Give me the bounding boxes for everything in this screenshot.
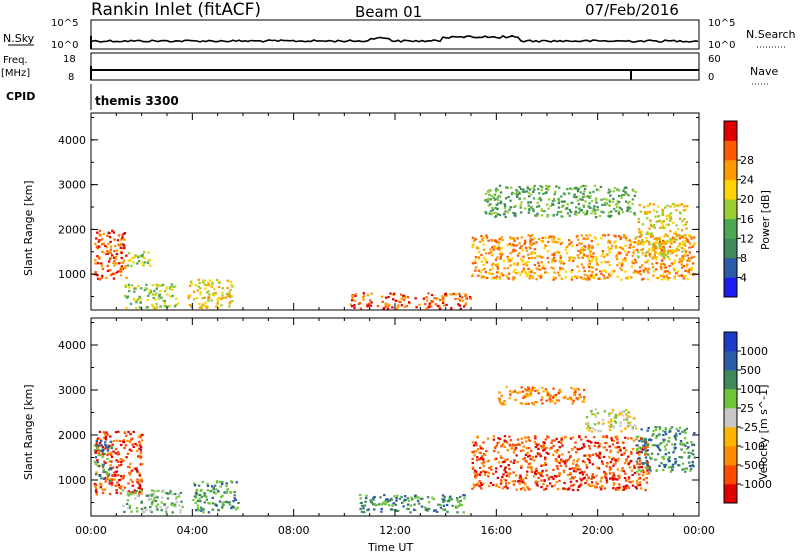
cpid-program: themis 3300 — [95, 94, 179, 108]
power-colorbar-segment — [724, 121, 737, 141]
velocity-ytick-label: 4000 — [58, 339, 86, 352]
xtick-label: 12:00 — [379, 524, 411, 537]
velocity-colorbar-tick: -500 — [740, 459, 765, 472]
velocity-ylabel: Slant Range [km] — [22, 384, 35, 480]
velocity-colorbar-segment — [724, 389, 737, 409]
velocity-ytick-label: 2000 — [58, 429, 86, 442]
power-echo-region — [484, 184, 637, 219]
nave-tick-top: 60 — [708, 54, 721, 65]
power-colorbar-tick: 12 — [740, 232, 754, 245]
power-colorbar-tick: 28 — [740, 154, 754, 167]
nsky-label: N.Sky — [3, 32, 35, 45]
velocity-colorbar-tick: -100 — [740, 440, 765, 453]
power-echo-region — [126, 251, 152, 268]
cpid-label: CPID — [6, 90, 35, 103]
power-colorbar-segment — [724, 179, 737, 200]
velocity-colorbar-segment — [724, 351, 737, 371]
power-colorbar-segment — [724, 218, 737, 239]
power-colorbar-tick: 24 — [740, 174, 754, 187]
nsearch-tick-top: 10^5 — [708, 18, 735, 29]
nsky-tick-bottom: 10^0 — [51, 40, 78, 51]
power-echo-region — [471, 233, 696, 281]
cpid-panel: CPID themis 3300 — [6, 84, 179, 110]
power-colorbar-segment — [724, 199, 737, 220]
xtick-label: 20:00 — [582, 524, 614, 537]
power-colorbar-segment — [724, 160, 737, 180]
velocity-panel: 1000 2000 3000 4000 00:00 04:00 08:00 12:00 16:0… — [22, 317, 772, 554]
power-data — [94, 184, 696, 310]
velocity-ytick-label: 3000 — [58, 384, 86, 397]
xtick-label: 04:00 — [176, 524, 208, 537]
velocity-colorbar-tick: 500 — [740, 364, 761, 377]
power-colorbar-label: Power [dB] — [759, 190, 772, 250]
power-ytick-label: 2000 — [58, 223, 86, 236]
freq-tick-top: 18 — [63, 54, 76, 65]
velocity-colorbar-tick: 1000 — [740, 345, 768, 358]
velocity-echo-region — [192, 480, 240, 514]
power-echo-region — [124, 283, 180, 310]
nsky-tick-top: 10^5 — [51, 18, 78, 29]
freq-tick-bottom: 8 — [68, 72, 74, 83]
velocity-colorbar-label: Velocity [m s^-1] — [757, 385, 770, 480]
velocity-echo-region — [93, 430, 144, 496]
power-ytick-label: 1000 — [58, 268, 86, 281]
power-colorbar-segment — [724, 140, 737, 161]
velocity-echo-region — [635, 426, 696, 473]
velocity-colorbar-segment — [724, 427, 737, 447]
power-colorbar-segment — [724, 238, 737, 259]
plot-title: Rankin Inlet (fitACF) — [91, 0, 261, 20]
nave-tick-bottom: 0 — [708, 72, 714, 83]
velocity-colorbar-segment — [724, 332, 737, 352]
velocity-colorbar-tick: -1000 — [740, 478, 772, 491]
xtick-label: 00:00 — [683, 524, 715, 537]
power-colorbar: 4 8 12 16 20 24 28 — [723, 120, 754, 298]
velocity-echo-region — [585, 408, 638, 433]
power-ylabel: Slant Range [km] — [22, 180, 35, 276]
xtick-label: 00:00 — [75, 524, 107, 537]
power-echo-region — [187, 278, 234, 310]
power-ytick-label: 3000 — [58, 179, 86, 192]
power-ytick-label: 4000 — [58, 134, 86, 147]
velocity-data — [93, 385, 696, 514]
xtick-label: 16:00 — [480, 524, 512, 537]
velocity-echo-region — [497, 385, 586, 406]
xtick-label: 08:00 — [278, 524, 310, 537]
date-label: 07/Feb/2016 — [585, 1, 679, 19]
power-echo-region — [635, 202, 689, 259]
nsky-trace — [90, 34, 699, 43]
power-echo-region — [349, 292, 473, 310]
power-panel: 1000 2000 3000 4000 Slant Range [km] 4 8 12 16… — [22, 112, 772, 311]
freq-panel: Freq. [MHz] 18 8 60 0 Nave — [1, 52, 778, 85]
nsky-panel: N.Sky 10^5 10^0 10^5 10^0 N.Search — [3, 18, 796, 51]
velocity-echo-region — [471, 435, 651, 492]
power-colorbar-tick: 8 — [740, 252, 747, 265]
velocity-colorbar-segment — [724, 408, 737, 428]
velocity-colorbar-tick: -25 — [740, 421, 758, 434]
beam-label: Beam 01 — [355, 3, 422, 21]
velocity-colorbar: -1000 -500 -100 -25 25 100 500 1000 — [723, 331, 772, 504]
nsearch-tick-bottom: 10^0 — [708, 40, 735, 51]
freq-label: Freq. — [3, 55, 28, 66]
power-colorbar-tick: 16 — [740, 213, 754, 226]
power-echo-region — [94, 229, 128, 281]
velocity-colorbar-tick: 25 — [740, 402, 754, 415]
velocity-colorbar-segment — [724, 465, 737, 485]
x-axis-label: Time UT — [367, 541, 413, 554]
nave-label: Nave — [750, 65, 778, 78]
velocity-colorbar-tick: 100 — [740, 383, 761, 396]
velocity-colorbar-segment — [724, 370, 737, 390]
power-colorbar-tick: 4 — [740, 271, 747, 284]
velocity-echo-region — [93, 439, 114, 482]
nsearch-label: N.Search — [746, 28, 796, 41]
power-colorbar-segment — [724, 277, 737, 298]
power-colorbar-segment — [724, 257, 737, 278]
power-colorbar-tick: 20 — [740, 193, 754, 206]
velocity-echo-region — [358, 493, 466, 514]
velocity-colorbar-segment — [724, 484, 737, 504]
velocity-colorbar-segment — [724, 446, 737, 466]
freq-unit: [MHz] — [1, 68, 30, 79]
velocity-echo-region — [121, 489, 184, 514]
velocity-ytick-label: 1000 — [58, 474, 86, 487]
